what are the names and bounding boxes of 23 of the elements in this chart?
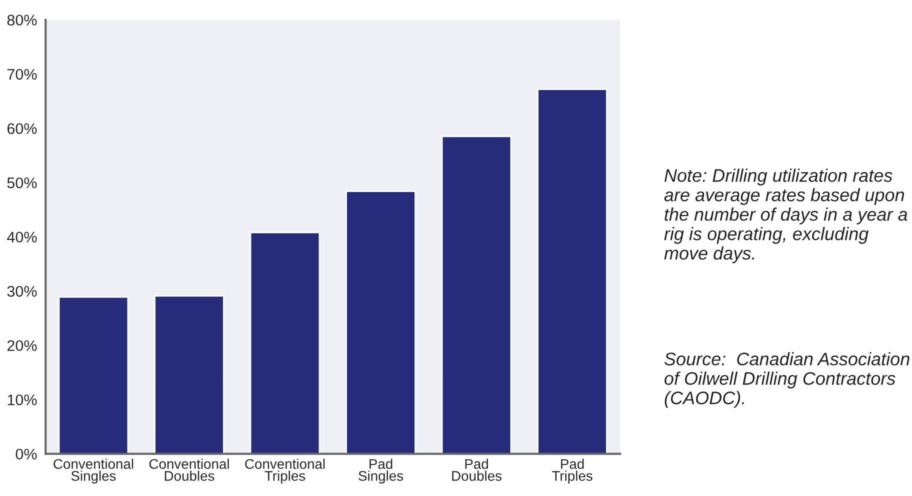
y-tick-label: 60% bbox=[7, 123, 37, 134]
bar bbox=[441, 136, 512, 454]
bar bbox=[537, 88, 608, 454]
bar bbox=[154, 295, 224, 454]
x-tick-label: Pad Singles bbox=[358, 458, 404, 484]
x-tick-label: Conventional Triples bbox=[245, 458, 325, 484]
bar bbox=[250, 232, 320, 454]
y-tick-label: 20% bbox=[7, 340, 37, 352]
y-tick-label: 50% bbox=[7, 177, 37, 188]
x-tick-label: Pad Doubles bbox=[452, 458, 502, 481]
bar bbox=[58, 296, 129, 454]
bar bbox=[346, 190, 416, 454]
x-tick-label: Pad Triples bbox=[552, 458, 592, 484]
text: Note: Drilling utilization rates are average rates based upon the number of days in a year a rig is operating, excluding move days. bbox=[664, 168, 908, 264]
y-tick-label: 0% bbox=[16, 448, 37, 460]
y-tick-label: 30% bbox=[7, 286, 37, 297]
x-tick-label: Conventional Singles bbox=[54, 458, 134, 484]
x-tick-label: Conventional Doubles bbox=[149, 458, 229, 481]
y-tick-label: 80% bbox=[7, 14, 37, 26]
y-tick-label: 10% bbox=[8, 394, 37, 406]
y-tick-label: 40% bbox=[7, 232, 37, 243]
y-tick-label: 70% bbox=[7, 68, 37, 80]
source-note: Source: Canadian Association of Oilwell Drilling Contractors (CAODC). bbox=[664, 352, 910, 408]
